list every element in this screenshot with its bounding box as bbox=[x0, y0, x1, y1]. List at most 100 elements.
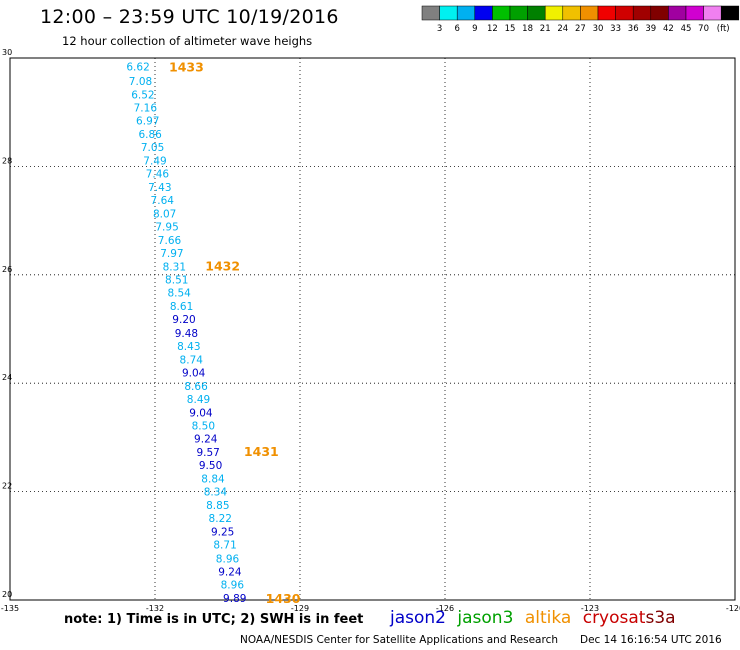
swh-value-label: 9.04 bbox=[182, 367, 206, 379]
swh-value-label: 9.89 bbox=[223, 593, 246, 605]
colorbar-tick-label: 6 bbox=[454, 24, 459, 34]
swh-value-label: 9.50 bbox=[199, 460, 222, 472]
swh-value-label: 7.43 bbox=[148, 182, 171, 194]
data-points: 6.62 7.086.527.166.97 6.867.057.497.46 7.43… bbox=[126, 62, 246, 605]
swh-value-label: 9.24 bbox=[218, 566, 242, 578]
colorbar-swatch bbox=[456, 5, 476, 21]
swh-value-label: 9.48 bbox=[175, 328, 198, 340]
colorbar-swatch bbox=[720, 5, 740, 21]
swh-value-label: 9.04 bbox=[189, 407, 213, 419]
y-tick-label: 24 bbox=[2, 373, 12, 382]
colorbar-tick-label: 21 bbox=[540, 24, 551, 34]
colorbar-swatch bbox=[650, 5, 669, 21]
colorbar-tick-label: 30 bbox=[593, 24, 604, 34]
colorbar-swatch bbox=[580, 5, 599, 21]
x-tick-label: -120 bbox=[726, 604, 740, 613]
pass-time-label: 1433 bbox=[169, 60, 204, 75]
colorbar-tick-label: 12 bbox=[487, 24, 498, 34]
colorbar-tick-label: 39 bbox=[645, 24, 656, 34]
colorbar-unit-label: (ft) bbox=[717, 24, 730, 34]
swh-value-label: 8.49 bbox=[187, 394, 210, 406]
pass-time-label: 1432 bbox=[205, 259, 240, 274]
colorbar-swatch bbox=[615, 5, 634, 21]
swh-value-label: 9.24 bbox=[194, 433, 218, 445]
chart-subtitle: 12 hour collection of altimeter wave hei… bbox=[62, 34, 313, 48]
colorbar-swatch bbox=[439, 5, 458, 21]
x-tick-label: -126 bbox=[436, 604, 454, 613]
swh-value-label: 8.96 bbox=[216, 553, 240, 565]
swh-value-label: 6.52 bbox=[131, 89, 154, 101]
satellite-legend: jason2 jason3 altika cryosats3a bbox=[390, 608, 682, 628]
colorbar-tick-label: 24 bbox=[557, 24, 568, 34]
y-tick-label: 26 bbox=[2, 265, 12, 274]
colorbar-swatch bbox=[562, 5, 581, 21]
pass-time-label: 1431 bbox=[244, 444, 279, 459]
colorbar-tick-label: 36 bbox=[628, 24, 639, 34]
y-tick-label: 28 bbox=[2, 156, 12, 165]
colorbar-swatch bbox=[544, 5, 564, 21]
satellite-altika: altika bbox=[524, 608, 572, 628]
x-tick-label: -129 bbox=[291, 604, 309, 613]
satellite-jason3: jason3 bbox=[457, 608, 514, 628]
satellite-jason2: jason2 bbox=[390, 608, 446, 628]
x-tick-label: -135 bbox=[1, 604, 19, 613]
swh-value-label: 7.66 bbox=[158, 235, 182, 247]
chart-title: 12:00 – 23:59 UTC 10/19/2016 bbox=[40, 6, 339, 28]
swh-value-label: 8.71 bbox=[213, 540, 236, 552]
swh-value-label: 8.31 bbox=[163, 262, 186, 274]
satellite-s3a: s3a bbox=[645, 608, 676, 628]
colorbar-tick-label: 42 bbox=[663, 24, 674, 34]
colorbar-tick-label: 45 bbox=[681, 24, 692, 34]
swh-value-label: 7.95 bbox=[155, 222, 178, 234]
swh-value-label: 8.84 bbox=[201, 474, 225, 486]
colorbar-tick-label: 15 bbox=[505, 24, 516, 34]
colorbar-swatch bbox=[527, 5, 546, 21]
y-tick-label: 20 bbox=[2, 590, 12, 599]
axis-labels: -135 -132 -129 -126 -123 -120 20 22 24 26 28 30 bbox=[1, 48, 740, 613]
swh-value-label: 6.86 bbox=[138, 129, 162, 141]
time-labels: 1433 1432 1431 1430 bbox=[169, 60, 301, 606]
colorbar-tick-label: 33 bbox=[610, 24, 621, 34]
swh-value-label: 8.07 bbox=[153, 209, 176, 221]
swh-value-label: 8.34 bbox=[204, 487, 228, 499]
swh-value-label: 7.97 bbox=[160, 248, 183, 260]
swh-value-label: 9.25 bbox=[211, 527, 234, 539]
colorbar-swatch bbox=[509, 5, 528, 21]
colorbar-legend: 3 6 9 12 15 18 21 24 27 30 33 36 39 42 45 70 (ft) bbox=[421, 5, 740, 34]
colorbar-swatch bbox=[685, 5, 704, 21]
colorbar-tick-label: 27 bbox=[575, 24, 586, 34]
x-tick-label: -123 bbox=[581, 604, 599, 613]
swh-value-label: 8.54 bbox=[167, 288, 191, 300]
generated-timestamp: Dec 14 16:16:54 UTC 2016 bbox=[580, 634, 722, 646]
swh-value-label: 8.22 bbox=[209, 513, 232, 525]
pass-time-label: 1430 bbox=[266, 591, 301, 606]
swh-value-label: 8.66 bbox=[184, 381, 208, 393]
x-tick-label: -132 bbox=[146, 604, 164, 613]
swh-value-label: 7.16 bbox=[134, 102, 158, 114]
swh-value-label: 6.97 bbox=[136, 115, 159, 127]
colorbar-swatch bbox=[492, 5, 511, 21]
colorbar-tick-label: 18 bbox=[522, 24, 533, 34]
colorbar-swatch bbox=[597, 5, 616, 21]
swh-value-label: 8.61 bbox=[170, 301, 193, 313]
colorbar-tick-label: 70 bbox=[698, 24, 709, 34]
swh-value-label: 9.57 bbox=[196, 447, 219, 459]
swh-value-label: 7.64 bbox=[151, 195, 175, 207]
swh-value-label: 9.20 bbox=[172, 314, 195, 326]
swh-value-label: 8.43 bbox=[177, 341, 200, 353]
colorbar-tick-label: 3 bbox=[437, 24, 442, 34]
swh-value-label: 8.96 bbox=[221, 579, 245, 591]
y-tick-label: 30 bbox=[2, 48, 12, 57]
colorbar-tick-label: 9 bbox=[472, 24, 477, 34]
colorbar-swatch bbox=[632, 5, 652, 21]
y-tick-label: 22 bbox=[2, 482, 12, 491]
swh-value-label: 6.62 bbox=[126, 62, 149, 74]
colorbar-swatch bbox=[668, 5, 687, 21]
satellite-cryosat: cryosat bbox=[582, 608, 646, 628]
swh-value-label: 8.74 bbox=[180, 354, 204, 366]
swh-value-label: 7.49 bbox=[143, 155, 166, 167]
swh-value-label: 8.85 bbox=[206, 500, 229, 512]
swh-value-label: 7.08 bbox=[129, 76, 152, 88]
credit-line: NOAA/NESDIS Center for Satellite Applica… bbox=[240, 634, 558, 646]
